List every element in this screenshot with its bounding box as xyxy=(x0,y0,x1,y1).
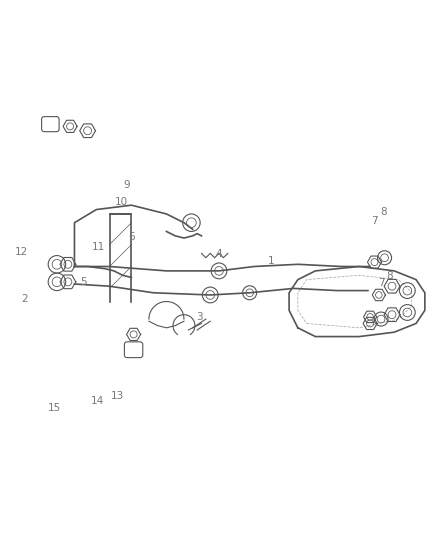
Text: 14: 14 xyxy=(91,397,104,406)
Text: 10: 10 xyxy=(115,197,128,207)
Text: 11: 11 xyxy=(92,242,105,252)
Text: 8: 8 xyxy=(380,207,387,217)
Text: 5: 5 xyxy=(80,277,87,287)
Text: 1: 1 xyxy=(268,256,275,266)
Text: 3: 3 xyxy=(196,312,203,322)
Text: 7: 7 xyxy=(371,215,378,225)
Text: 9: 9 xyxy=(124,181,131,190)
Text: 15: 15 xyxy=(48,402,61,413)
Text: 13: 13 xyxy=(111,391,124,401)
Text: 8: 8 xyxy=(386,271,393,281)
Text: 4: 4 xyxy=(215,249,223,259)
Text: 6: 6 xyxy=(128,232,135,242)
Text: 2: 2 xyxy=(21,294,28,304)
Text: 7: 7 xyxy=(378,278,385,288)
Text: 12: 12 xyxy=(14,247,28,257)
